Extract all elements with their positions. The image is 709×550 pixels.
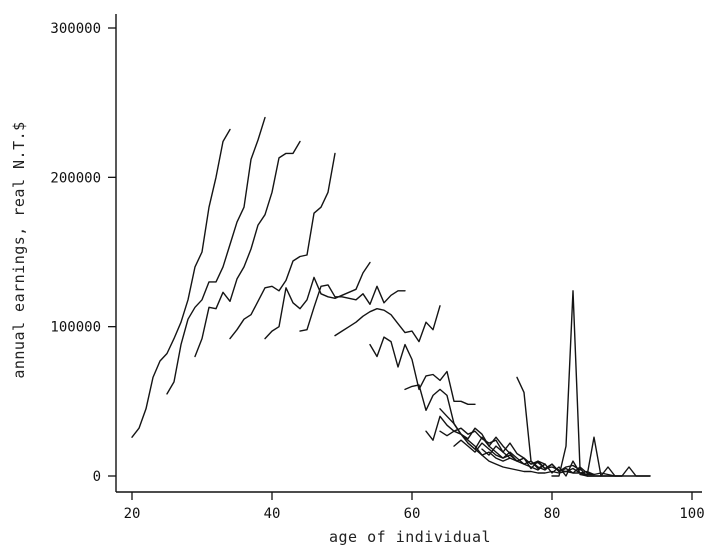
axis-ticks: 20 40 60 80 100 0 100000 200000 300000: [50, 21, 704, 522]
x-axis-title: age of individual: [329, 528, 491, 546]
y-tick-label: 0: [93, 469, 101, 485]
series-line-7: [334, 305, 441, 343]
y-tick-label: 100000: [50, 320, 101, 336]
x-tick-label: 100: [679, 506, 704, 522]
series-lines: [131, 116, 651, 477]
series-line-2: [166, 116, 266, 395]
series-line-15: [481, 436, 623, 477]
series-line-3: [194, 140, 301, 358]
series-line-4: [229, 152, 336, 340]
series-line-9: [404, 384, 511, 462]
x-tick-label: 20: [124, 506, 141, 522]
series-line-8: [369, 336, 476, 405]
x-tick-label: 80: [544, 506, 561, 522]
series-line-1: [131, 128, 231, 438]
series-line-18: [579, 473, 651, 477]
x-tick-label: 60: [404, 506, 421, 522]
x-tick-label: 40: [264, 506, 281, 522]
series-line-6: [299, 284, 406, 332]
series-line-5: [264, 261, 371, 340]
series-line-16: [516, 376, 546, 470]
y-axis-title: annual earnings, real N.T.$: [10, 121, 28, 378]
y-tick-label: 200000: [50, 170, 101, 186]
series-line-17: [551, 290, 651, 477]
y-tick-label: 300000: [50, 21, 101, 37]
